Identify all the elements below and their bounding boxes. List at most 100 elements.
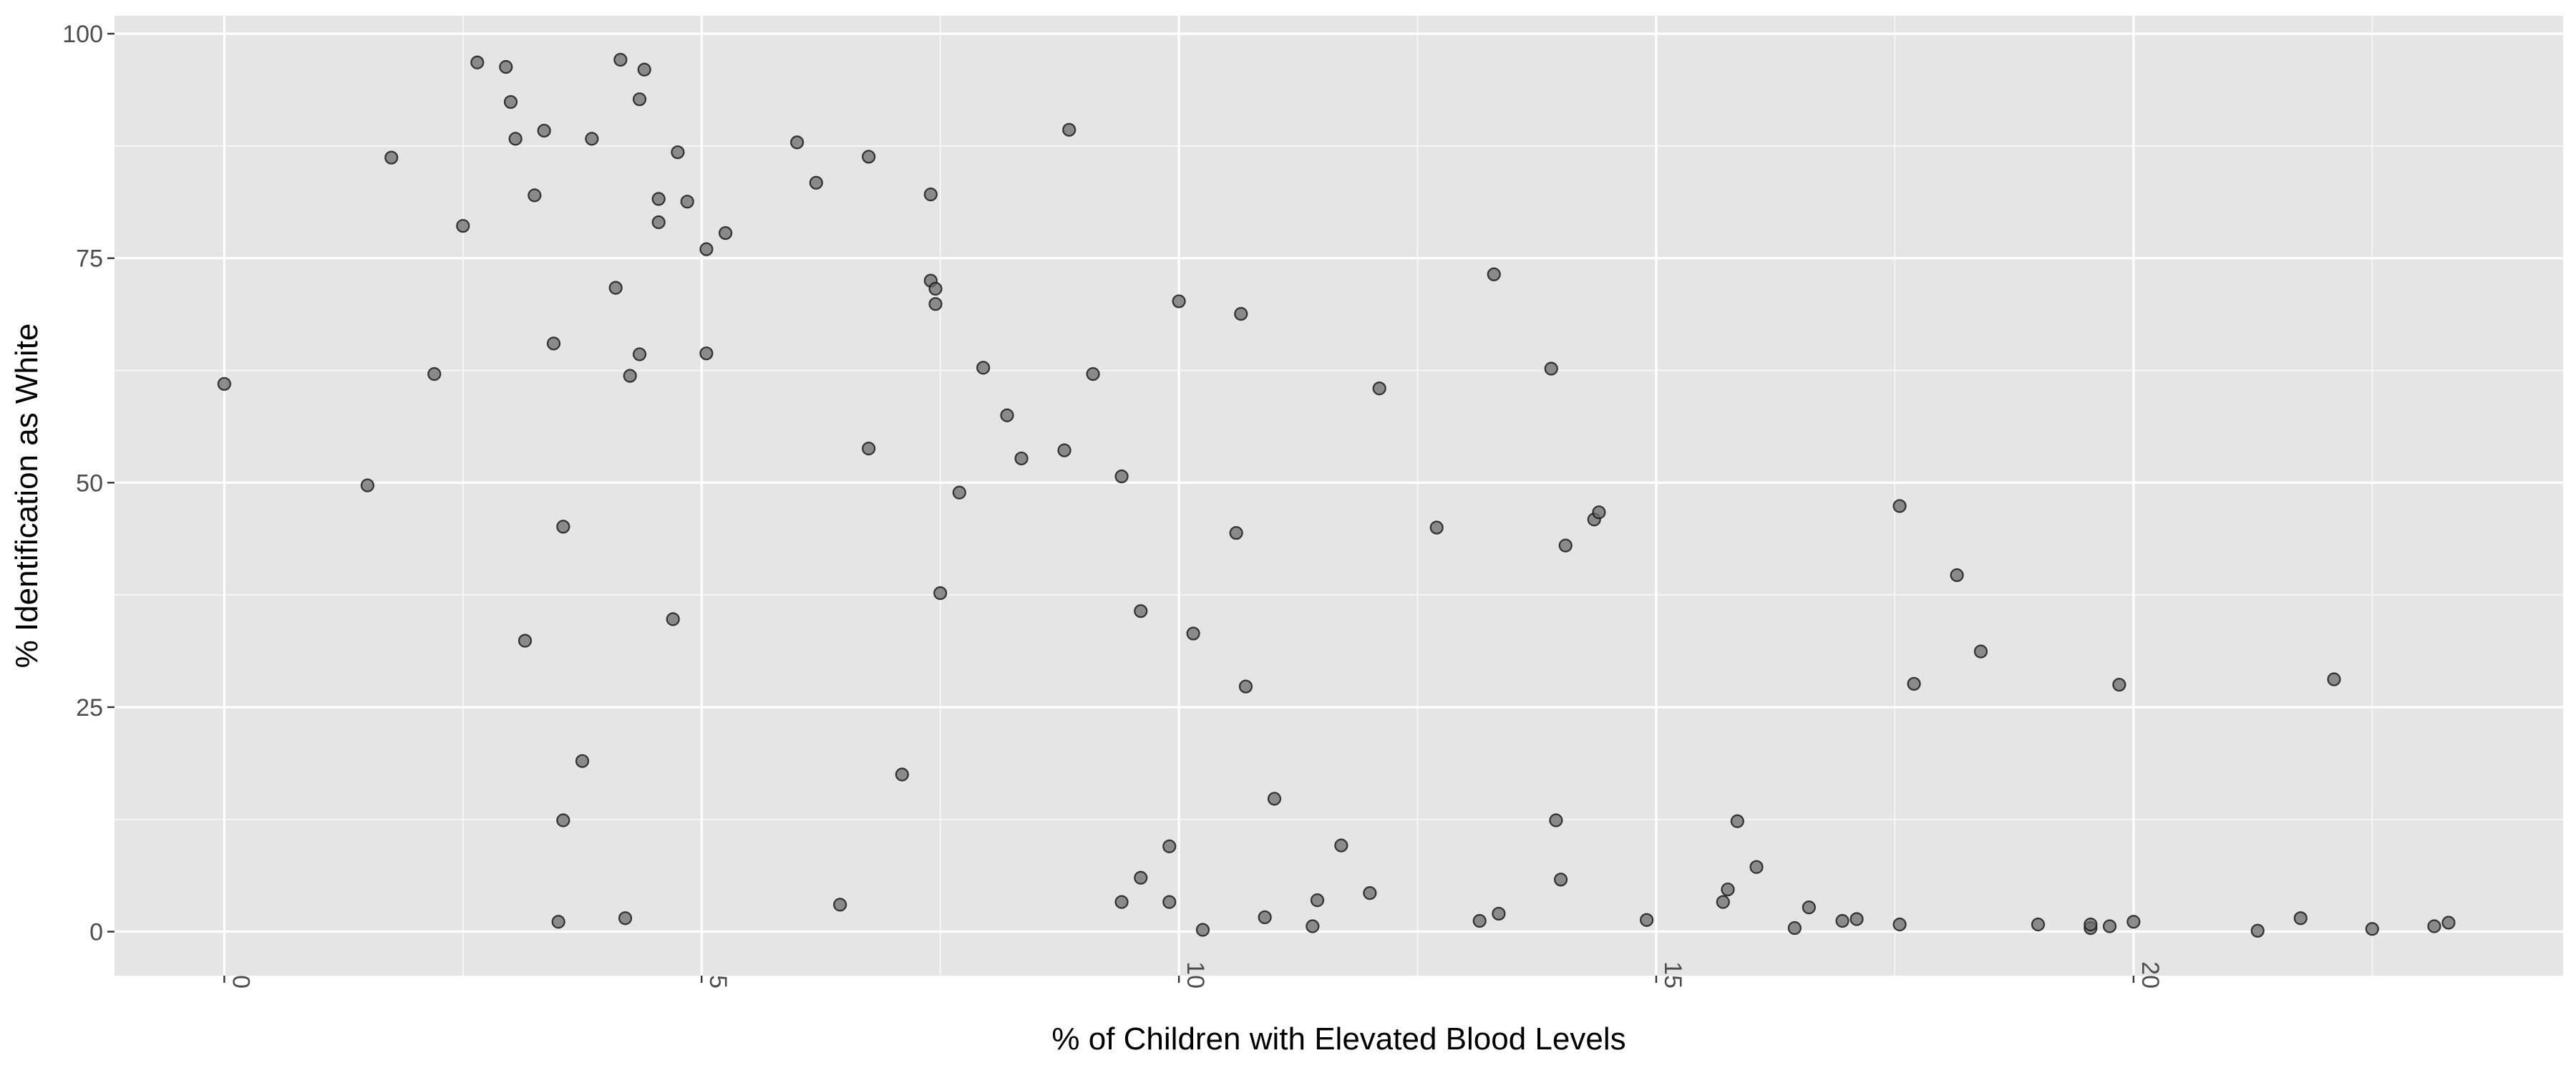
data-point: [1850, 912, 1864, 926]
data-point: [1258, 910, 1272, 925]
data-point: [1907, 676, 1921, 691]
data-point: [608, 281, 623, 295]
data-point: [1802, 900, 1816, 915]
data-point: [928, 297, 943, 311]
data-point: [790, 135, 805, 150]
data-point: [499, 59, 513, 74]
y-tick-label: 25: [76, 694, 103, 722]
data-point: [517, 633, 533, 648]
data-point: [2441, 916, 2456, 930]
data-point: [933, 586, 948, 601]
data-point: [1892, 499, 1907, 513]
data-point: [1363, 885, 1377, 900]
data-point: [1162, 839, 1177, 853]
grid-major: [115, 16, 2563, 976]
data-point: [895, 767, 909, 782]
x-tick-label: 20: [2137, 961, 2164, 989]
data-point: [613, 52, 628, 67]
x-tick-label: 0: [227, 975, 254, 989]
grid-minor: [115, 16, 2563, 976]
data-point: [1372, 381, 1386, 396]
data-point: [1234, 306, 1248, 321]
data-point: [833, 898, 847, 912]
data-point: [2427, 919, 2441, 933]
data-point: [2102, 919, 2117, 933]
data-point: [1238, 679, 1253, 694]
data-point: [651, 215, 666, 230]
data-point: [923, 188, 938, 202]
data-point: [2031, 917, 2046, 932]
data-point: [537, 123, 551, 138]
x-axis-title: % of Children with Elevated Blood Levels: [1051, 1021, 1625, 1057]
x-axis-ticks: 0 5 10 15 20: [223, 961, 2164, 989]
x-tick-label: 5: [704, 975, 732, 989]
data-point: [1640, 913, 1654, 927]
data-point: [1195, 923, 1210, 937]
panel-background: [115, 16, 2563, 976]
y-tick-label: 100: [62, 21, 103, 48]
data-point: [1310, 893, 1325, 908]
data-point: [556, 520, 570, 534]
data-point: [470, 55, 485, 69]
data-point: [666, 612, 680, 626]
data-point: [217, 377, 231, 391]
data-point: [456, 218, 470, 233]
data-point: [2327, 672, 2341, 686]
data-point: [1334, 838, 1348, 853]
data-point: [575, 754, 590, 768]
data-point: [651, 192, 666, 206]
data-point: [1472, 913, 1487, 928]
data-point: [952, 485, 966, 500]
y-tick-label: 50: [76, 470, 103, 497]
data-point: [1549, 813, 1563, 827]
data-point: [1487, 267, 1501, 281]
data-point: [2084, 917, 2098, 932]
x-tick-label: 10: [1182, 961, 1209, 989]
data-point: [862, 150, 876, 164]
data-point: [632, 92, 647, 107]
data-point: [1973, 644, 1988, 659]
data-point: [1730, 814, 1744, 828]
data-point: [928, 281, 943, 296]
data-point: [1172, 294, 1186, 309]
data-point: [2112, 677, 2127, 692]
x-tick-label: 15: [1659, 961, 1686, 989]
data-point: [1000, 408, 1014, 422]
data-point: [1186, 626, 1200, 641]
data-point: [1558, 538, 1573, 553]
data-point: [680, 195, 694, 209]
data-point: [1062, 122, 1076, 137]
data-point: [2293, 911, 2308, 926]
data-point: [360, 478, 375, 492]
data-point: [508, 132, 523, 146]
data-point: [2250, 923, 2265, 938]
data-point: [427, 366, 442, 382]
data-point: [1229, 525, 1243, 540]
data-point: [623, 369, 637, 383]
data-point: [1553, 873, 1568, 887]
data-point: [1544, 361, 1558, 376]
data-point: [1592, 505, 1606, 520]
data-point: [1492, 906, 1506, 921]
data-point: [618, 911, 633, 926]
data-point: [1134, 604, 1148, 618]
data-point: [503, 94, 518, 110]
data-point: [1306, 919, 1320, 933]
data-point: [671, 145, 685, 160]
data-point: [556, 813, 570, 827]
data-point: [1721, 882, 1735, 897]
points: [217, 52, 2456, 938]
y-axis-title: % Identification as White: [9, 324, 44, 669]
data-point: [1892, 917, 1907, 932]
data-point: [1749, 860, 1764, 874]
data-point: [862, 442, 876, 456]
data-point: [1134, 870, 1148, 885]
y-tick-label: 0: [89, 919, 103, 946]
y-axis-ticks: 0 25 50 75 100: [62, 21, 115, 946]
data-point: [637, 62, 651, 77]
data-point: [718, 225, 733, 241]
data-point: [1057, 443, 1071, 457]
data-point: [809, 175, 823, 190]
data-point: [2127, 915, 2141, 929]
